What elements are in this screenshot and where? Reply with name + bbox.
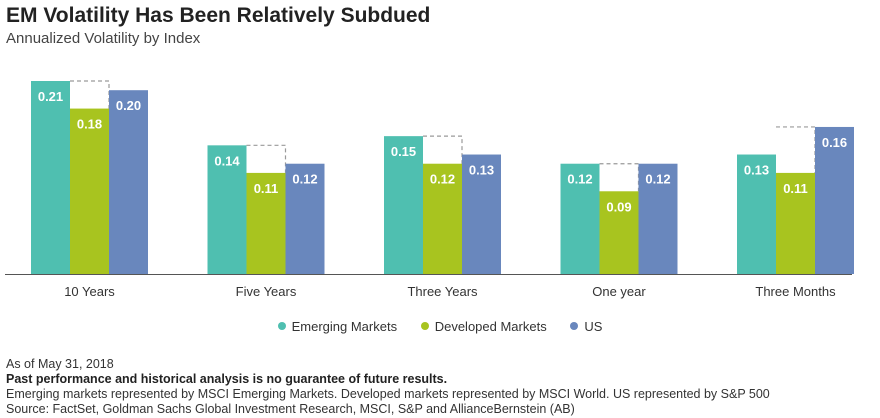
legend-item-emerging: Emerging Markets [277, 319, 398, 334]
bar-value-label: 0.16 [822, 135, 847, 150]
bar [462, 154, 501, 274]
bar-value-label: 0.13 [744, 163, 769, 178]
bar [109, 90, 148, 274]
dashed-outline [776, 126, 816, 173]
bar-value-label: 0.13 [469, 163, 494, 178]
footer-disclaimer: Past performance and historical analysis… [6, 372, 448, 386]
footer-as-of: As of May 31, 2018 [6, 357, 114, 371]
dashed-outline [70, 80, 110, 109]
legend-label-developed: Developed Markets [434, 319, 547, 334]
legend-dot-us [570, 322, 579, 330]
bar [384, 136, 423, 274]
bar [815, 126, 854, 274]
category-label: 10 Years [64, 284, 115, 299]
bar [31, 81, 70, 274]
category-label: Three Months [755, 284, 836, 299]
chart-title: EM Volatility Has Been Relatively Subdue… [6, 4, 431, 27]
chart-legend: Emerging Markets Developed Markets US [0, 319, 880, 334]
bar [638, 163, 678, 274]
dashed-outline [423, 135, 463, 164]
legend-item-developed: Developed Markets [420, 319, 547, 334]
dashed-outline [599, 163, 640, 192]
bar [776, 172, 815, 274]
bar-value-label: 0.12 [430, 172, 455, 187]
bar-value-label: 0.11 [254, 181, 279, 196]
bar [599, 191, 639, 274]
bar-value-label: 0.12 [645, 172, 670, 187]
bar [737, 154, 776, 274]
category-label: Three Years [407, 284, 478, 299]
dashed-outline [246, 144, 287, 173]
legend-label-emerging: Emerging Markets [291, 319, 398, 334]
footer-source: Source: FactSet, Goldman Sachs Global In… [6, 402, 575, 416]
bar [423, 163, 462, 274]
chart-footer: As of May 31, 2018 Past performance and … [6, 357, 770, 417]
bar-value-label: 0.14 [214, 153, 240, 168]
bar [207, 145, 247, 274]
footer-note: Emerging markets represented by MSCI Eme… [6, 387, 770, 401]
bar-value-label: 0.20 [116, 98, 141, 113]
bar [285, 163, 325, 274]
bar-value-label: 0.21 [38, 89, 63, 104]
bar-value-label: 0.11 [783, 181, 808, 196]
bar [70, 108, 109, 274]
bar-value-label: 0.15 [391, 144, 416, 159]
bar-value-label: 0.09 [606, 199, 631, 214]
category-label: One year [592, 284, 646, 299]
bar [246, 172, 286, 274]
chart-subtitle: Annualized Volatility by Index [6, 30, 201, 47]
bar-chart: 0.21 0.18 0.20 10 Years 0.14 0.11 0.12 Five Yea… [5, 80, 854, 299]
category-label: Five Years [236, 284, 297, 299]
bar-value-label: 0.12 [292, 172, 317, 187]
bar-value-label: 0.18 [77, 117, 102, 132]
legend-dot-developed [420, 322, 429, 330]
bar-value-label: 0.12 [567, 172, 592, 187]
legend-label-us: US [584, 319, 603, 334]
legend-item-us: US [570, 319, 602, 334]
legend-dot-emerging [277, 322, 286, 330]
bar [560, 163, 600, 274]
